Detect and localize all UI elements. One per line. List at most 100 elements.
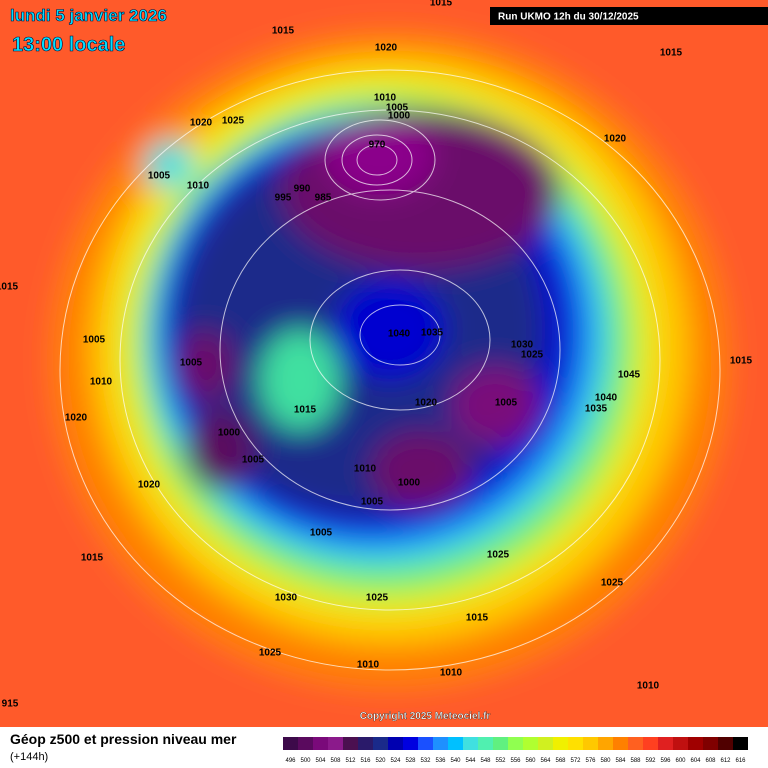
- pressure-label: 1015: [272, 26, 295, 37]
- legend-label: 504: [315, 758, 326, 764]
- pressure-label: 1000: [388, 111, 411, 122]
- pressure-label: 1015: [294, 405, 317, 416]
- legend-label: 548: [480, 758, 491, 764]
- pressure-label: 970: [369, 140, 386, 151]
- legend-swatch: [388, 737, 403, 750]
- pressure-label: 1010: [374, 93, 397, 104]
- lead-time: (+144h): [10, 751, 48, 763]
- pressure-label: 1005: [242, 455, 265, 466]
- legend-swatch: [598, 737, 613, 750]
- legend-label: 596: [660, 758, 671, 764]
- pressure-label: 1035: [585, 404, 608, 415]
- legend-swatch: [448, 737, 463, 750]
- legend-swatch: [613, 737, 628, 750]
- legend: 496 500 504 508 512 516 520 524 528 532 536 540 544 5…: [283, 737, 748, 764]
- pressure-label: 1015: [430, 0, 453, 9]
- pressure-label: 1020: [604, 134, 627, 145]
- legend-swatch: [418, 737, 433, 750]
- legend-label: 544: [465, 758, 476, 764]
- pressure-label: 915: [2, 699, 19, 710]
- pressure-label: 1025: [487, 550, 510, 561]
- legend-label: 556: [510, 758, 521, 764]
- legend-swatch: [373, 737, 388, 750]
- legend-swatch: [283, 737, 298, 750]
- legend-label: 536: [435, 758, 446, 764]
- legend-label: 524: [390, 758, 401, 764]
- legend-swatch: [328, 737, 343, 750]
- pressure-label: 1010: [354, 464, 377, 475]
- legend-label: 608: [705, 758, 716, 764]
- legend-swatch: [433, 737, 448, 750]
- legend-swatch: [703, 737, 718, 750]
- legend-label: 592: [645, 758, 656, 764]
- pressure-label: 1040: [595, 393, 618, 404]
- pressure-label: 1035: [421, 328, 444, 339]
- legend-swatch: [313, 737, 328, 750]
- pressure-label: 1000: [218, 428, 241, 439]
- legend-label: 500: [300, 758, 311, 764]
- legend-swatch: [673, 737, 688, 750]
- legend-label: 540: [450, 758, 461, 764]
- legend-swatch: [583, 737, 598, 750]
- legend-label: 496: [285, 758, 296, 764]
- legend-label: 604: [690, 758, 701, 764]
- product-title: Géop z500 et pression niveau mer: [10, 731, 237, 747]
- legend-label: 564: [540, 758, 551, 764]
- pressure-label: 1005: [361, 497, 384, 508]
- legend-swatch: [568, 737, 583, 750]
- legend-swatch: [523, 737, 538, 750]
- pressure-label: 1005: [386, 103, 409, 114]
- pressure-label: 1010: [637, 681, 660, 692]
- pressure-label: 1025: [259, 648, 282, 659]
- pressure-label: 1025: [222, 116, 245, 127]
- legend-label: 508: [330, 758, 341, 764]
- pressure-label: 1020: [375, 43, 398, 54]
- legend-label: 528: [405, 758, 416, 764]
- pressure-label: 1040: [388, 329, 411, 340]
- pressure-label: 1000: [398, 478, 421, 489]
- legend-label: 612: [720, 758, 731, 764]
- pressure-label: 1015: [730, 356, 753, 367]
- legend-swatch: [478, 737, 493, 750]
- legend-label: 520: [375, 758, 386, 764]
- pressure-label: 1020: [190, 118, 213, 129]
- legend-swatch: [658, 737, 673, 750]
- legend-swatch: [718, 737, 733, 750]
- pressure-label: 1010: [187, 181, 210, 192]
- pressure-label: 1020: [138, 480, 161, 491]
- isobars: [59, 69, 721, 671]
- legend-swatch: [688, 737, 703, 750]
- pressure-label: 1010: [90, 377, 113, 388]
- pressure-label: 1030: [275, 593, 298, 604]
- pressure-label: 1025: [601, 578, 624, 589]
- pressure-label: 1025: [521, 350, 544, 361]
- pressure-label: 990: [294, 184, 311, 195]
- pressure-label: 1020: [415, 398, 438, 409]
- legend-label: 568: [555, 758, 566, 764]
- pressure-label: 1005: [310, 528, 333, 539]
- legend-swatch: [403, 737, 418, 750]
- copyright: Copyright 2025 Meteociel.fr: [360, 711, 491, 722]
- legend-swatch: [358, 737, 373, 750]
- legend-label: 584: [615, 758, 626, 764]
- legend-label: 552: [495, 758, 506, 764]
- legend-swatch: [493, 737, 508, 750]
- pressure-label: 1005: [495, 398, 518, 409]
- pressure-label: 1010: [357, 660, 380, 671]
- pressure-label: 1025: [366, 593, 389, 604]
- legend-label: 512: [345, 758, 356, 764]
- pressure-label: 1010: [440, 668, 463, 679]
- legend-label: 516: [360, 758, 371, 764]
- pressure-label: 1005: [180, 358, 203, 369]
- pressure-label: 1015: [0, 282, 19, 293]
- local-time: 13:00 locale: [12, 34, 125, 56]
- legend-label: 600: [675, 758, 686, 764]
- legend-label: 580: [600, 758, 611, 764]
- legend-swatch: [628, 737, 643, 750]
- run-banner: [490, 7, 768, 25]
- legend-swatch: [538, 737, 553, 750]
